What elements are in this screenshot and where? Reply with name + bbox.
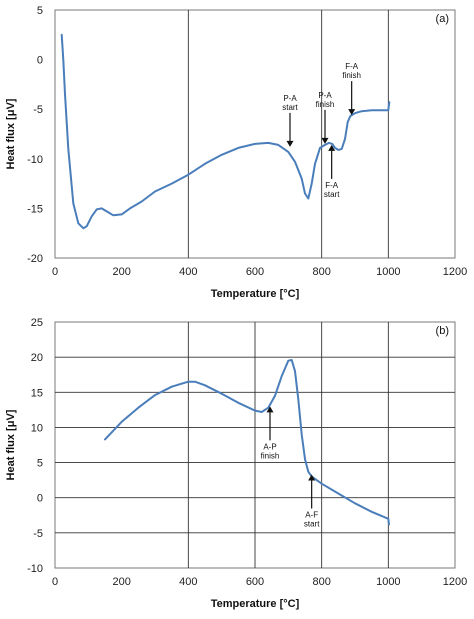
x-tick-label: 0 [52, 266, 58, 278]
x-tick-label: 1200 [443, 266, 467, 278]
plot-frame [54, 9, 456, 259]
x-tick-label: 1200 [443, 576, 467, 588]
annotation-label: A-P [263, 442, 276, 451]
y-tick-label: 5 [37, 5, 43, 17]
annotation-label: P-A [318, 91, 332, 100]
y-tick-label: 25 [31, 317, 43, 329]
chart-panel-a: 0 200 400 600 800 1000 1200 -20 -15 -10 -5 0 5 Temper… [5, 5, 467, 300]
x-tick-label: 600 [246, 266, 264, 278]
y-tick-label: 15 [31, 387, 43, 399]
x-tick-label: 1000 [376, 266, 400, 278]
y-tick-label: 0 [37, 493, 43, 505]
panel-label: (b) [436, 325, 449, 337]
panel-label: (a) [436, 13, 449, 25]
y-tick-label: 5 [37, 458, 43, 470]
annotation-label: start [282, 103, 298, 112]
annotation-arrowhead [286, 140, 294, 147]
annotation-arrowhead [321, 137, 329, 144]
y-tick-label: -10 [27, 154, 43, 166]
chart-panel-b: 0 200 400 600 800 1000 1200 -10 -5 0 5 10 15 20 25 Temp… [5, 317, 467, 610]
annotation-arrowhead [328, 144, 336, 151]
series-line [60, 33, 391, 230]
x-axis-title: Temperature [°C] [211, 288, 300, 300]
y-axis-title: Heat flux [μV] [5, 409, 17, 480]
y-tick-label: 0 [37, 55, 43, 67]
annotation-label: F-A [325, 181, 339, 190]
annotation-label: finish [261, 451, 280, 460]
y-tick-label: -5 [33, 104, 43, 116]
annotation-arrowhead [308, 474, 316, 481]
annotation-label: start [304, 520, 320, 529]
x-tick-label: 200 [112, 576, 130, 588]
x-tick-label: 600 [246, 576, 264, 588]
annotation-arrowhead [348, 109, 356, 116]
x-tick-label: 1000 [376, 576, 400, 588]
x-axis-title: Temperature [°C] [211, 598, 300, 610]
x-tick-label: 200 [112, 266, 130, 278]
x-tick-label: 800 [312, 266, 330, 278]
annotation-arrowhead [266, 406, 274, 413]
x-tick-label: 0 [52, 576, 58, 588]
y-tick-label: 10 [31, 422, 43, 434]
x-tick-label: 400 [179, 576, 197, 588]
annotation-label: start [324, 190, 340, 199]
annotation-label: P-A [283, 94, 297, 103]
y-tick-label: -10 [27, 563, 43, 575]
y-tick-label: 20 [31, 352, 43, 364]
annotation-label: A-F [305, 511, 318, 520]
x-tick-label: 800 [312, 576, 330, 588]
y-tick-label: -20 [27, 253, 43, 265]
annotation-label: finish [342, 71, 361, 80]
y-tick-label: -15 [27, 203, 43, 215]
series-line [104, 359, 390, 526]
y-tick-label: -5 [33, 528, 43, 540]
x-tick-label: 400 [179, 266, 197, 278]
annotation-label: F-A [345, 62, 359, 71]
annotation-label: finish [316, 100, 335, 109]
y-axis-title: Heat flux [μV] [5, 98, 17, 169]
